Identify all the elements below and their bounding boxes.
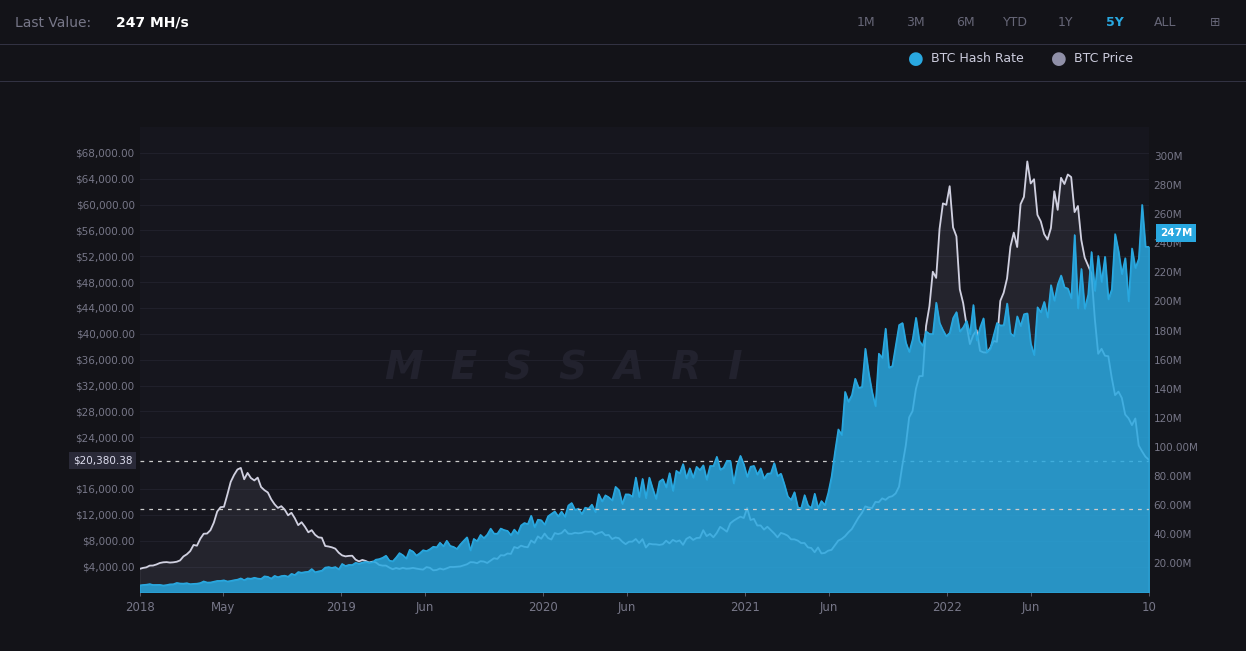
Text: YTD: YTD (1003, 16, 1028, 29)
Text: $20,380.38: $20,380.38 (74, 456, 132, 465)
Text: 247 MH/s: 247 MH/s (116, 16, 188, 30)
Text: 247M: 247M (1160, 228, 1192, 238)
Text: ●: ● (908, 49, 923, 68)
Text: 6M: 6M (957, 16, 974, 29)
Text: M  E  S  S  A  R  I: M E S S A R I (385, 350, 743, 388)
Text: 1M: 1M (857, 16, 875, 29)
Text: ●: ● (1052, 49, 1067, 68)
Text: ALL: ALL (1154, 16, 1176, 29)
Text: ⊞: ⊞ (1210, 16, 1220, 29)
Text: 3M: 3M (907, 16, 925, 29)
Text: 1Y: 1Y (1058, 16, 1073, 29)
Text: BTC Price: BTC Price (1074, 52, 1133, 65)
Text: 5Y: 5Y (1106, 16, 1124, 29)
Text: Last Value:: Last Value: (15, 16, 96, 30)
Text: BTC Hash Rate: BTC Hash Rate (931, 52, 1023, 65)
